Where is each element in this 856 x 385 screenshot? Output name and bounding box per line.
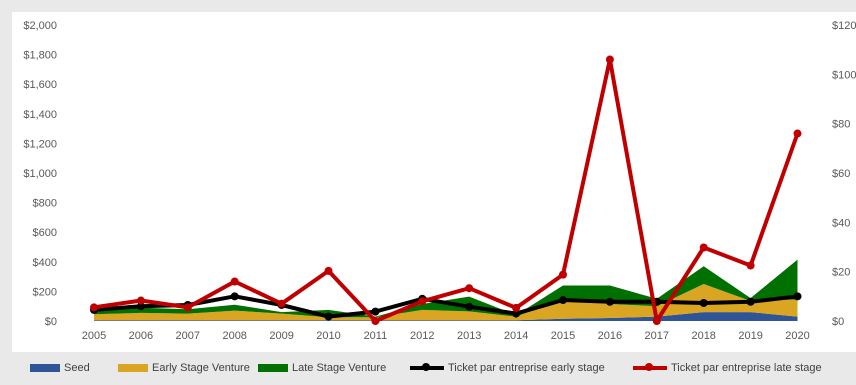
point-ticket-par-entreprise-late-stage	[183, 303, 192, 312]
point-ticket-par-entreprise-early-stage	[465, 302, 474, 311]
x-tick-label: 2015	[551, 330, 575, 342]
legend-swatch	[118, 364, 148, 372]
area-seed	[94, 312, 798, 321]
point-ticket-par-entreprise-early-stage	[512, 309, 521, 318]
point-ticket-par-entreprise-late-stage	[371, 317, 380, 325]
legend-marker	[422, 363, 430, 371]
y-left-tick-label: $200	[33, 286, 57, 298]
point-ticket-par-entreprise-late-stage	[699, 243, 708, 252]
x-tick-label: 2010	[316, 330, 340, 342]
point-ticket-par-entreprise-early-stage	[136, 302, 145, 311]
x-tick-label: 2014	[504, 330, 528, 342]
x-tick-label: 2007	[176, 330, 200, 342]
x-tick-label: 2005	[82, 330, 106, 342]
y-right-tick-label: $80	[832, 119, 850, 131]
point-ticket-par-entreprise-late-stage	[512, 303, 521, 312]
y-right-tick-label: $60	[832, 168, 850, 180]
point-ticket-par-entreprise-late-stage	[277, 299, 286, 308]
point-ticket-par-entreprise-late-stage	[90, 303, 98, 312]
x-tick-label: 2013	[457, 330, 481, 342]
legend-swatch	[30, 364, 60, 372]
legend: Seed Early Stage Venture Late Stage Ventur…	[0, 356, 856, 380]
x-tick-label: 2011	[364, 330, 388, 342]
legend-marker	[645, 363, 653, 371]
y-left-tick-label: $0	[45, 316, 57, 328]
legend-swatch	[258, 364, 288, 372]
x-tick-label: 2020	[785, 330, 809, 342]
point-ticket-par-entreprise-early-stage	[230, 292, 239, 301]
point-ticket-par-entreprise-late-stage	[746, 261, 755, 270]
point-ticket-par-entreprise-late-stage	[230, 277, 239, 286]
y-left-tick-label: $800	[33, 198, 57, 210]
point-ticket-par-entreprise-early-stage	[605, 297, 614, 306]
point-ticket-par-entreprise-late-stage	[418, 297, 427, 306]
point-ticket-par-entreprise-early-stage	[559, 296, 567, 305]
point-ticket-par-entreprise-late-stage	[559, 270, 567, 279]
y-left-tick-label: $2,000	[23, 20, 57, 32]
point-ticket-par-entreprise-late-stage	[324, 266, 333, 275]
y-right-tick-label: $40	[832, 217, 850, 229]
point-ticket-par-entreprise-late-stage	[793, 129, 802, 138]
legend-label: Seed	[64, 362, 90, 374]
point-ticket-par-entreprise-early-stage	[793, 292, 802, 301]
legend-label: Ticket par entreprise late stage	[671, 362, 822, 374]
y-right-tick-label: $20	[832, 267, 850, 279]
x-tick-label: 2018	[691, 330, 715, 342]
x-tick-label: 2008	[222, 330, 246, 342]
point-ticket-par-entreprise-early-stage	[746, 297, 755, 306]
legend-label: Ticket par entreprise early stage	[448, 362, 605, 374]
y-left-tick-label: $1,200	[23, 138, 57, 150]
point-ticket-par-entreprise-late-stage	[136, 296, 145, 305]
x-tick-label: 2012	[410, 330, 434, 342]
y-left-tick-label: $1,400	[23, 109, 57, 121]
point-ticket-par-entreprise-late-stage	[605, 55, 614, 64]
x-tick-label: 2017	[645, 330, 669, 342]
x-tick-label: 2019	[738, 330, 762, 342]
x-tick-label: 2009	[269, 330, 293, 342]
x-tick-label: 2016	[598, 330, 622, 342]
legend-label: Late Stage Venture	[292, 362, 387, 374]
x-tick-label: 2006	[129, 330, 153, 342]
y-left-tick-label: $1,000	[23, 168, 57, 180]
y-left-tick-label: $1,600	[23, 79, 57, 91]
y-right-tick-label: $100	[832, 69, 856, 81]
point-ticket-par-entreprise-late-stage	[465, 284, 474, 293]
y-left-tick-label: $1,800	[23, 50, 57, 62]
point-ticket-par-entreprise-early-stage	[371, 307, 380, 316]
point-ticket-par-entreprise-early-stage	[699, 298, 708, 307]
y-left-tick-label: $400	[33, 257, 57, 269]
y-right-tick-label: $0	[832, 316, 844, 328]
line-ticket-par-entreprise-late-stage	[93, 57, 800, 323]
line-ticket-par-entreprise-early-stage	[93, 294, 798, 319]
point-ticket-par-entreprise-late-stage	[652, 317, 661, 325]
y-right-tick-label: $120	[832, 20, 856, 32]
y-left-tick-label: $600	[33, 227, 57, 239]
legend-label: Early Stage Venture	[152, 362, 250, 374]
point-ticket-par-entreprise-early-stage	[324, 312, 333, 321]
area-early-stage-venture	[94, 284, 798, 321]
